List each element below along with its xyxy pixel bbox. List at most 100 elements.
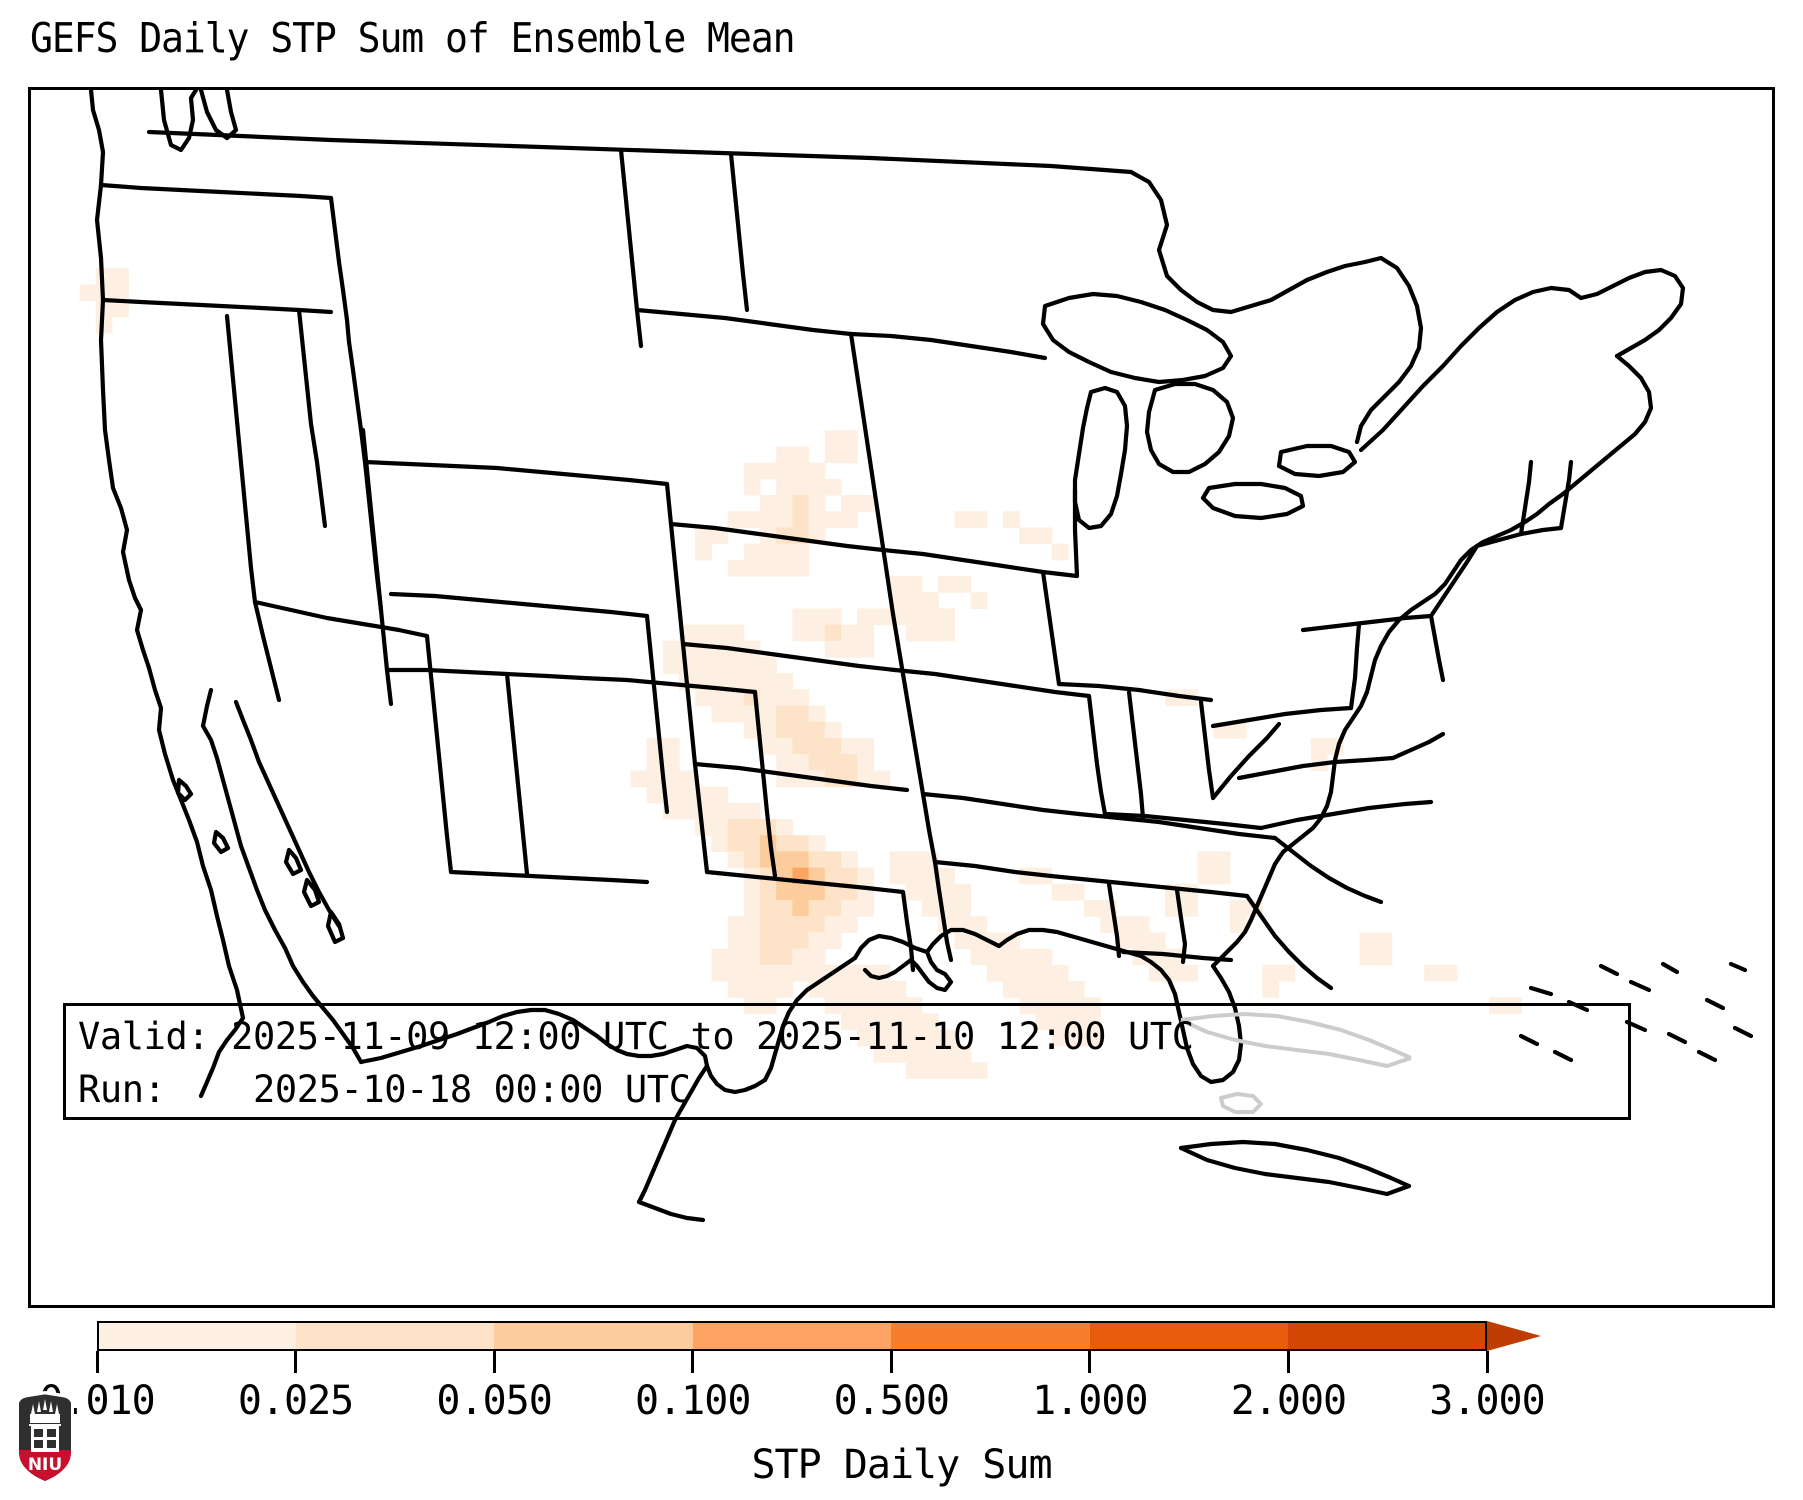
stp-grid-cell xyxy=(760,705,777,723)
stp-grid-cell xyxy=(857,495,874,512)
stp-grid-cell xyxy=(938,608,955,626)
stp-grid-cell xyxy=(824,900,842,917)
stp-grid-cell xyxy=(922,1013,939,1031)
stp-grid-cell xyxy=(1067,981,1085,998)
stp-grid-cell xyxy=(889,867,907,885)
stp-grid-cell xyxy=(727,916,745,933)
stp-grid-cell xyxy=(662,770,680,788)
stp-grid-cell xyxy=(743,819,761,836)
stp-grid-cell xyxy=(841,851,858,869)
stp-grid-cell xyxy=(905,883,923,901)
stp-grid-cell xyxy=(776,559,793,577)
stp-grid-cell xyxy=(1035,981,1053,998)
stp-grid-cell xyxy=(743,802,761,820)
stp-grid-cell xyxy=(954,1062,972,1079)
stp-grid-cell xyxy=(970,511,988,528)
stp-grid-cell xyxy=(1229,900,1247,917)
stp-grid-cell xyxy=(954,576,972,593)
stp-grid-cell xyxy=(824,721,842,739)
stp-grid-cell xyxy=(938,624,955,642)
stp-grid-cell xyxy=(1132,932,1150,950)
colorbar-tick-3 xyxy=(691,1351,695,1373)
stp-grid-cell xyxy=(776,462,793,480)
stp-grid-cell xyxy=(760,883,777,901)
stp-grid-cell xyxy=(824,478,842,496)
stp-grid-cell xyxy=(760,932,777,950)
stp-grid-cell xyxy=(679,802,696,820)
stp-grid-cell xyxy=(792,932,810,950)
stp-grid-cell xyxy=(776,932,793,950)
stp-grid-cell xyxy=(711,786,729,804)
stp-grid-cell xyxy=(1051,1013,1069,1031)
stp-grid-cell xyxy=(792,446,810,464)
stp-grid-cell xyxy=(760,689,777,707)
stp-grid-cell xyxy=(743,657,761,674)
colorbar-over-arrow xyxy=(1487,1321,1541,1351)
stp-grid-cell xyxy=(776,478,793,496)
stp-grid-cell xyxy=(695,543,712,561)
stp-grid-cell xyxy=(841,916,858,933)
stp-grid-cell xyxy=(1035,948,1053,966)
map-canvas xyxy=(31,90,1772,1305)
colorbar-tick-6 xyxy=(1286,1351,1290,1373)
stp-grid-cell xyxy=(792,624,810,642)
colorbar-tick-label-2: 0.050 xyxy=(436,1378,552,1424)
stp-grid-cell xyxy=(792,754,810,771)
stp-grid-cell xyxy=(760,981,777,998)
stp-grid-cell xyxy=(743,900,761,917)
stp-grid-cell xyxy=(776,689,793,707)
stp-grid-cell xyxy=(695,624,712,642)
stp-grid-cell xyxy=(905,851,923,869)
stp-grid-cell xyxy=(857,608,874,626)
stp-grid-cell xyxy=(808,964,826,982)
colorbar-tick-4 xyxy=(889,1351,893,1373)
stp-grid-cell xyxy=(808,495,826,512)
stp-grid-cell xyxy=(662,754,680,771)
stp-grid-cell xyxy=(938,576,955,593)
stp-grid-cell xyxy=(792,495,810,512)
stp-grid-cell xyxy=(824,738,842,755)
stp-grid-cell xyxy=(808,867,826,885)
stp-grid-cell xyxy=(873,981,891,998)
stp-grid-cell xyxy=(743,851,761,869)
stp-grid-cell xyxy=(727,819,745,836)
stp-grid-cell xyxy=(1003,511,1020,528)
colorbar-gradient[interactable] xyxy=(97,1321,1488,1351)
stp-grid-cell xyxy=(1067,1029,1085,1047)
stp-grid-cell xyxy=(776,835,793,852)
stp-grid-cell xyxy=(1132,916,1150,933)
stp-grid-cell xyxy=(857,867,874,885)
colorbar-tick-2 xyxy=(492,1351,496,1373)
stp-grid-cell xyxy=(824,624,842,642)
colorbar-band-6 xyxy=(1288,1321,1488,1351)
stp-grid-cell xyxy=(743,981,761,998)
stp-grid-cell xyxy=(857,1013,874,1031)
colorbar-band-5 xyxy=(1089,1321,1289,1351)
stp-grid-cell xyxy=(905,592,923,609)
stp-grid-cell xyxy=(922,883,939,901)
stp-grid-cell xyxy=(792,689,810,707)
stp-grid-cell xyxy=(889,1013,907,1031)
stp-grid-cell xyxy=(662,738,680,755)
stp-grid-cell xyxy=(792,511,810,528)
stp-grid-cell xyxy=(889,1029,907,1047)
colorbar-band-4 xyxy=(891,1321,1090,1351)
colorbar-axis-label: STP Daily Sum xyxy=(751,1442,1052,1488)
forecast-info-box: Valid: 2025-11-09 12:00 UTC to 2025-11-1… xyxy=(63,1003,1631,1120)
stp-grid-cell xyxy=(824,511,842,528)
stp-grid-cell xyxy=(954,932,972,950)
stp-grid-cell xyxy=(776,446,793,464)
stp-grid-cell xyxy=(954,883,972,901)
stp-grid-cell xyxy=(808,754,826,771)
stp-grid-cell xyxy=(808,883,826,901)
stp-grid-cell xyxy=(1197,867,1215,885)
stp-grid-cell xyxy=(970,948,988,966)
map-plot-frame: Valid: 2025-11-09 12:00 UTC to 2025-11-1… xyxy=(28,87,1775,1308)
stp-grid-cell xyxy=(776,819,793,836)
stp-grid-cell xyxy=(824,608,842,626)
stp-grid-cell xyxy=(679,786,696,804)
stp-grid-cell xyxy=(727,657,745,674)
stp-grid-cell xyxy=(646,786,664,804)
stp-grid-cell xyxy=(776,883,793,901)
stp-grid-cell xyxy=(1067,883,1085,901)
